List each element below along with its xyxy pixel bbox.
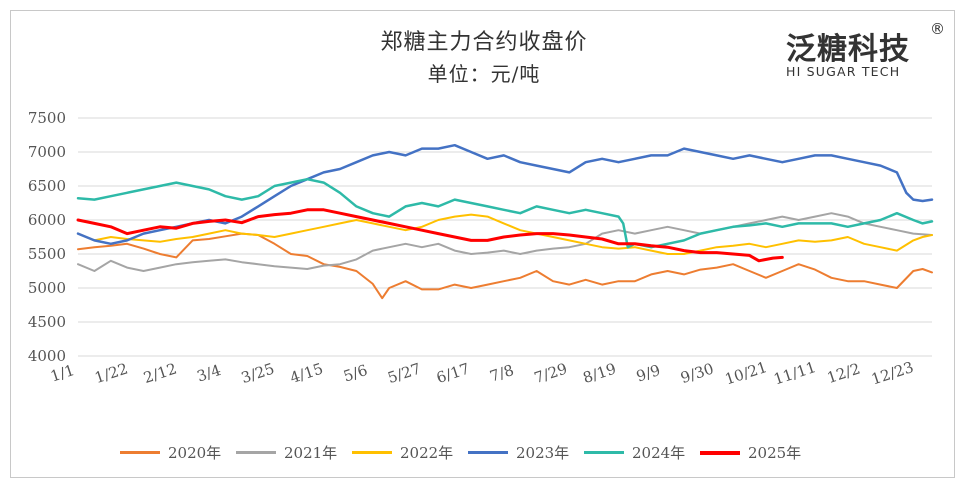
legend-swatch <box>584 451 624 454</box>
chart-legend: 2020年 2021年 2022年 2023年 2024年 2025年 <box>120 440 840 464</box>
legend-label: 2020年 <box>168 444 222 462</box>
x-tick-label: 7/29 <box>532 359 570 387</box>
series-line-2022年 <box>77 213 933 255</box>
legend-label: 2022年 <box>400 444 454 462</box>
y-tick-label: 4500 <box>28 313 66 331</box>
y-tick-label: 5500 <box>28 245 66 263</box>
brand-logo: 泛糖科技 ® HI SUGAR TECH <box>786 20 956 82</box>
x-tick-label: 12/23 <box>869 358 916 388</box>
series-line-2024年 <box>76 177 934 249</box>
x-tick-label: 6/17 <box>434 359 472 387</box>
registered-mark: ® <box>930 20 945 38</box>
legend-swatch <box>700 451 740 455</box>
series-line-2025年 <box>76 208 784 263</box>
logo-en-text: HI SUGAR TECH <box>786 64 901 79</box>
chart-frame <box>10 10 955 478</box>
chart-title: 郑糖主力合约收盘价 <box>380 30 588 55</box>
y-tick-label: 7000 <box>28 143 66 161</box>
legend-label: 2025年 <box>748 444 802 462</box>
x-tick-label: 5/27 <box>385 359 423 387</box>
y-tick-label: 6000 <box>28 211 66 229</box>
x-tick-label: 4/15 <box>288 359 326 387</box>
x-tick-label: 8/19 <box>581 359 619 387</box>
legend-label: 2021年 <box>284 444 338 462</box>
x-tick-label: 9/30 <box>678 359 716 387</box>
legend-swatch <box>352 451 392 454</box>
x-tick-label: 12/2 <box>825 359 863 387</box>
x-tick-label: 7/8 <box>488 361 517 386</box>
chart-subtitle: 单位：元/吨 <box>427 62 541 86</box>
x-tick-label: 2/12 <box>141 359 179 387</box>
x-tick-label: 1/22 <box>92 359 130 387</box>
series-line-2023年 <box>76 143 934 246</box>
legend-swatch <box>468 451 508 454</box>
x-tick-label: 3/4 <box>195 361 224 386</box>
y-tick-label: 7500 <box>28 109 66 127</box>
x-tick-label: 9/9 <box>634 361 663 386</box>
legend-label: 2023年 <box>516 444 570 462</box>
y-tick-label: 4000 <box>28 347 66 365</box>
series-line-2020年 <box>77 232 933 300</box>
x-tick-label: 11/11 <box>771 358 818 388</box>
legend-label: 2024年 <box>632 444 686 462</box>
y-tick-label: 6500 <box>28 177 66 195</box>
x-tick-label: 5/6 <box>341 361 370 386</box>
x-tick-label: 3/25 <box>239 359 277 387</box>
logo-cn-text: 泛糖科技 <box>786 32 910 67</box>
y-tick-label: 5000 <box>28 279 66 297</box>
legend-swatch <box>120 451 160 454</box>
legend-swatch <box>236 451 276 454</box>
series-line-2021年 <box>77 212 933 272</box>
x-tick-label: 10/21 <box>723 358 770 388</box>
